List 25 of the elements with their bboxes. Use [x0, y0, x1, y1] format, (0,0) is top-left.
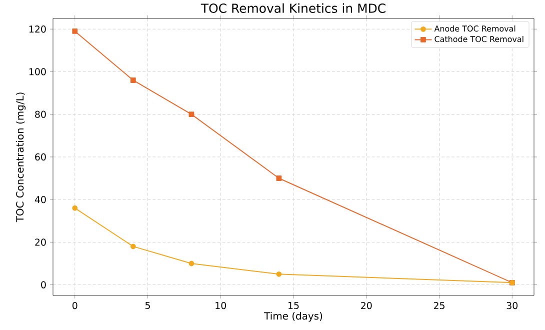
y-tick-label: 0: [41, 280, 46, 288]
y-tick-label: 40: [34, 196, 46, 203]
point: [276, 175, 282, 181]
chart-title: TOC Removal Kinetics in MDC: [200, 3, 386, 13]
y-tick-label: 60: [35, 153, 46, 160]
x-tick-label: 25: [434, 302, 444, 309]
y-tick-label: 80: [35, 110, 46, 118]
point: [130, 77, 136, 83]
x-tick-label: 10: [216, 302, 226, 309]
y-axis-title: TOC Concentration (mg/L): [16, 92, 26, 222]
point: [276, 271, 282, 277]
y-tick-label: 100: [29, 68, 46, 76]
x-tick-label: 20: [361, 302, 372, 309]
y-tick-label: 120: [29, 25, 46, 32]
x-axis-title: Time (days): [264, 312, 322, 322]
x-tick-label: 5: [145, 302, 150, 309]
point: [72, 28, 78, 34]
y-tick-label: 20: [35, 238, 46, 246]
point: [72, 205, 78, 211]
x-tick-label: 30: [506, 302, 518, 309]
x-tick-label: 0: [72, 302, 78, 309]
point: [188, 260, 194, 266]
point: [188, 111, 194, 117]
x-tick-label: 15: [288, 302, 299, 309]
point: [130, 244, 136, 249]
